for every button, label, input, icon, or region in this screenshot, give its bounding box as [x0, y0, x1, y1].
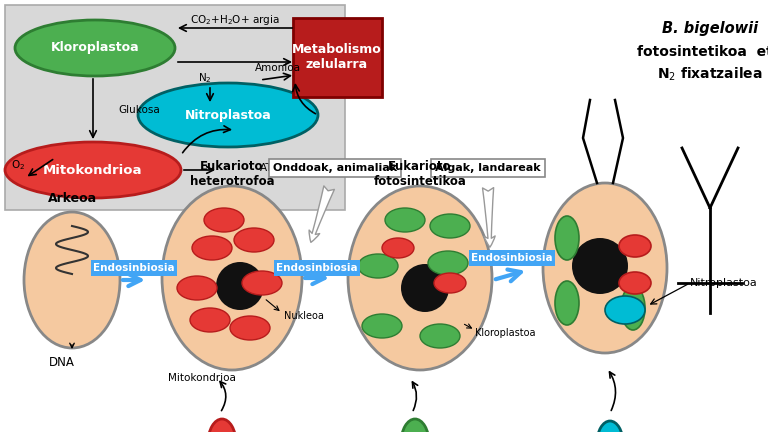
Ellipse shape — [385, 208, 425, 232]
Text: Nitroplastoa: Nitroplastoa — [184, 108, 271, 121]
Ellipse shape — [24, 212, 120, 348]
Ellipse shape — [138, 83, 318, 147]
Ellipse shape — [192, 236, 232, 260]
Ellipse shape — [230, 316, 270, 340]
Text: N$_2$: N$_2$ — [198, 71, 212, 85]
Ellipse shape — [428, 251, 468, 275]
Text: N$_2$ fixatzailea: N$_2$ fixatzailea — [657, 65, 763, 83]
Ellipse shape — [434, 273, 466, 293]
Ellipse shape — [190, 308, 230, 332]
Text: Endosinbiosia: Endosinbiosia — [472, 253, 553, 263]
Ellipse shape — [208, 419, 236, 432]
Text: Mitokondrioa: Mitokondrioa — [168, 373, 236, 383]
Ellipse shape — [555, 281, 579, 325]
Ellipse shape — [348, 186, 492, 370]
Ellipse shape — [401, 419, 429, 432]
Text: B. bigelowii: B. bigelowii — [662, 20, 758, 35]
Ellipse shape — [621, 286, 645, 330]
Text: Arkeoa: Arkeoa — [48, 191, 97, 204]
Ellipse shape — [162, 186, 302, 370]
Text: Kloroplastoa: Kloroplastoa — [475, 328, 535, 338]
Text: Glukosa: Glukosa — [118, 105, 160, 115]
Circle shape — [401, 264, 449, 312]
Ellipse shape — [543, 183, 667, 353]
Text: Metabolismo
zelularra: Metabolismo zelularra — [292, 43, 382, 71]
Ellipse shape — [605, 296, 645, 324]
Text: Nitroplastoa: Nitroplastoa — [690, 278, 758, 288]
Text: CO$_2$+H$_2$O+ argia: CO$_2$+H$_2$O+ argia — [190, 13, 280, 27]
Text: Endosinbiosia: Endosinbiosia — [276, 263, 358, 273]
Ellipse shape — [234, 228, 274, 252]
Text: Kloroplastoa: Kloroplastoa — [51, 41, 139, 54]
Text: Algak, landareak: Algak, landareak — [435, 163, 541, 173]
Text: DNA: DNA — [49, 356, 75, 368]
Ellipse shape — [242, 271, 282, 295]
Ellipse shape — [619, 272, 651, 294]
Ellipse shape — [204, 208, 244, 232]
FancyBboxPatch shape — [293, 18, 382, 97]
Ellipse shape — [430, 214, 470, 238]
Text: O$_2$: O$_2$ — [11, 158, 25, 172]
Ellipse shape — [597, 421, 623, 432]
Text: ATP(energia): ATP(energia) — [260, 163, 326, 173]
Text: Mitokondrioa: Mitokondrioa — [43, 163, 143, 177]
Text: Eukarioto
fotosintetikoa: Eukarioto fotosintetikoa — [373, 160, 466, 188]
Text: Nukleoa: Nukleoa — [284, 311, 324, 321]
Circle shape — [216, 262, 264, 310]
Text: Onddoak, animaliak: Onddoak, animaliak — [273, 163, 397, 173]
Ellipse shape — [555, 216, 579, 260]
FancyBboxPatch shape — [5, 5, 345, 210]
Text: Endosinbiosia: Endosinbiosia — [93, 263, 175, 273]
Ellipse shape — [15, 20, 175, 76]
Text: Amonioa: Amonioa — [255, 63, 301, 73]
Ellipse shape — [5, 142, 181, 198]
Ellipse shape — [177, 276, 217, 300]
Ellipse shape — [362, 314, 402, 338]
Ellipse shape — [420, 324, 460, 348]
Ellipse shape — [382, 238, 414, 258]
Ellipse shape — [358, 254, 398, 278]
Text: Eukarioto
heterotrofoa: Eukarioto heterotrofoa — [190, 160, 274, 188]
Text: fotosintetikoa  eta: fotosintetikoa eta — [637, 45, 768, 59]
Circle shape — [572, 238, 628, 294]
Ellipse shape — [619, 235, 651, 257]
